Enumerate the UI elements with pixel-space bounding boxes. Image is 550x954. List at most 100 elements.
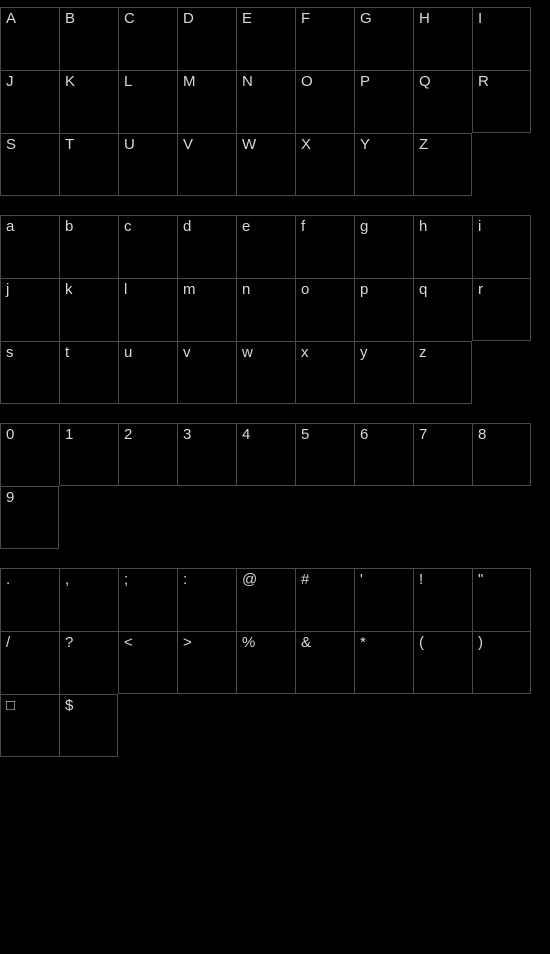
lowercase-cell: f [295, 215, 354, 278]
lowercase-cell: l [118, 278, 177, 341]
symbol-glyph: @ [242, 571, 257, 588]
lowercase-glyph: h [419, 218, 427, 235]
digit-glyph: 9 [6, 489, 14, 506]
digit-glyph: 1 [65, 426, 73, 443]
lowercase-cell: a [0, 215, 59, 278]
uppercase-glyph: G [360, 10, 372, 27]
lowercase-glyph: d [183, 218, 191, 235]
symbol-cell: > [177, 631, 236, 694]
uppercase-glyph: C [124, 10, 135, 27]
uppercase-cell: L [118, 70, 177, 133]
digit-cell: 0 [0, 423, 59, 486]
symbol-cell: . [0, 568, 59, 631]
uppercase-glyph: F [301, 10, 310, 27]
digit-glyph: 7 [419, 426, 427, 443]
symbol-cell: $ [59, 694, 118, 757]
lowercase-cell: v [177, 341, 236, 404]
lowercase-glyph: e [242, 218, 250, 235]
lowercase-glyph: i [478, 218, 481, 235]
uppercase-cell: A [0, 7, 59, 70]
symbol-cell: : [177, 568, 236, 631]
symbol-cell: & [295, 631, 354, 694]
lowercase-glyph: o [301, 281, 309, 298]
digit-cell: 9 [0, 486, 59, 549]
lowercase-cell: y [354, 341, 413, 404]
uppercase-glyph: E [242, 10, 252, 27]
symbols-grid: .,;:@#'!"/?<>%&*()□$ [0, 549, 550, 757]
uppercase-cell: H [413, 7, 472, 70]
uppercase-glyph: N [242, 73, 253, 90]
uppercase-cell: M [177, 70, 236, 133]
lowercase-cell: d [177, 215, 236, 278]
lowercase-cell: e [236, 215, 295, 278]
uppercase-cell: D [177, 7, 236, 70]
digit-glyph: 3 [183, 426, 191, 443]
uppercase-cell: G [354, 7, 413, 70]
lowercase-grid: abcdefghijklmnopqrstuvwxyz [0, 196, 550, 404]
lowercase-glyph: k [65, 281, 73, 298]
uppercase-glyph: K [65, 73, 75, 90]
digit-glyph: 4 [242, 426, 250, 443]
lowercase-cell: o [295, 278, 354, 341]
uppercase-cell: V [177, 133, 236, 196]
lowercase-glyph: l [124, 281, 127, 298]
symbol-glyph: ' [360, 571, 363, 588]
uppercase-cell: E [236, 7, 295, 70]
uppercase-glyph: V [183, 136, 193, 153]
symbol-glyph: / [6, 634, 10, 651]
uppercase-glyph: M [183, 73, 196, 90]
symbol-cell: @ [236, 568, 295, 631]
lowercase-glyph: z [419, 344, 427, 361]
symbol-cell: ; [118, 568, 177, 631]
symbol-glyph: □ [6, 697, 15, 714]
uppercase-cell: C [118, 7, 177, 70]
uppercase-glyph: R [478, 73, 489, 90]
lowercase-cell: k [59, 278, 118, 341]
uppercase-glyph: H [419, 10, 430, 27]
digit-glyph: 2 [124, 426, 132, 443]
lowercase-cell: c [118, 215, 177, 278]
lowercase-glyph: f [301, 218, 305, 235]
symbol-glyph: , [65, 571, 69, 588]
symbol-glyph: > [183, 634, 192, 651]
symbol-cell: " [472, 568, 531, 631]
lowercase-glyph: q [419, 281, 427, 298]
uppercase-cell: T [59, 133, 118, 196]
lowercase-cell: b [59, 215, 118, 278]
lowercase-glyph: m [183, 281, 196, 298]
symbol-cell: , [59, 568, 118, 631]
uppercase-cell: R [472, 70, 531, 133]
lowercase-glyph: w [242, 344, 253, 361]
uppercase-glyph: S [6, 136, 16, 153]
symbol-glyph: % [242, 634, 255, 651]
uppercase-glyph: J [6, 73, 14, 90]
uppercase-grid: ABCDEFGHIJKLMNOPQRSTUVWXYZ [0, 0, 550, 196]
symbol-cell: ! [413, 568, 472, 631]
symbol-cell: * [354, 631, 413, 694]
uppercase-glyph: Y [360, 136, 370, 153]
symbol-cell: □ [0, 694, 59, 757]
uppercase-cell: J [0, 70, 59, 133]
lowercase-glyph: y [360, 344, 368, 361]
lowercase-glyph: x [301, 344, 309, 361]
lowercase-glyph: u [124, 344, 132, 361]
uppercase-cell: Z [413, 133, 472, 196]
lowercase-glyph: j [6, 281, 9, 298]
lowercase-cell: m [177, 278, 236, 341]
digit-cell: 1 [59, 423, 118, 486]
lowercase-glyph: s [6, 344, 14, 361]
uppercase-glyph: Z [419, 136, 428, 153]
symbol-glyph: . [6, 571, 10, 588]
symbol-cell: ' [354, 568, 413, 631]
symbol-glyph: # [301, 571, 309, 588]
digit-cell: 3 [177, 423, 236, 486]
lowercase-cell: r [472, 278, 531, 341]
digit-glyph: 0 [6, 426, 14, 443]
uppercase-cell: N [236, 70, 295, 133]
lowercase-cell: n [236, 278, 295, 341]
uppercase-glyph: P [360, 73, 370, 90]
lowercase-glyph: v [183, 344, 191, 361]
uppercase-glyph: I [478, 10, 482, 27]
uppercase-cell: O [295, 70, 354, 133]
lowercase-cell: q [413, 278, 472, 341]
